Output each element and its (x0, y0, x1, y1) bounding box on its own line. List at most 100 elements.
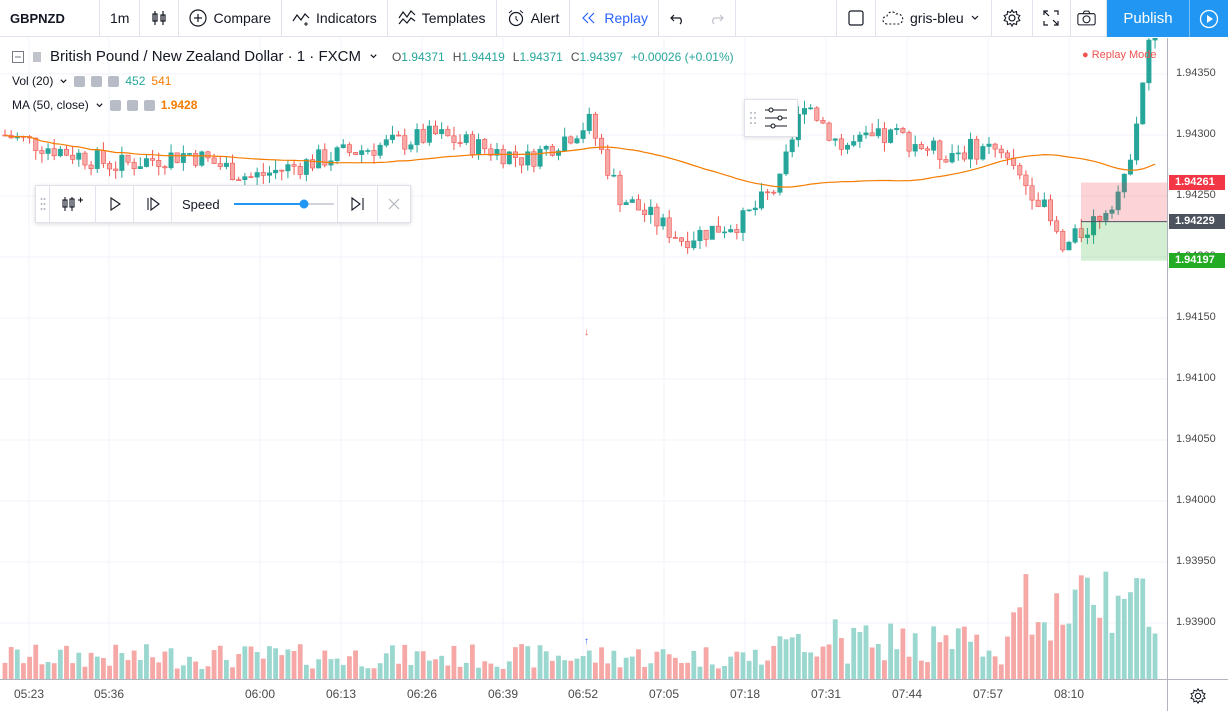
eye-icon[interactable] (74, 75, 86, 87)
candle (408, 141, 414, 153)
step-forward-button[interactable] (134, 185, 172, 223)
candle (691, 231, 697, 251)
volume-bar (174, 668, 180, 679)
chart-settings-corner[interactable] (1167, 679, 1228, 711)
volume-bar (759, 664, 764, 679)
redo-button[interactable] (697, 0, 736, 37)
candle (346, 142, 352, 157)
target-zone[interactable] (1081, 221, 1167, 261)
candle (482, 137, 488, 154)
fullscreen-button[interactable] (1032, 0, 1071, 37)
chevron-down-icon (96, 102, 103, 107)
play-button[interactable] (96, 185, 134, 223)
open-value: 1.94371 (401, 49, 445, 64)
volume-bar (285, 649, 291, 679)
floating-toolbar[interactable] (744, 99, 798, 137)
candle (420, 123, 426, 144)
candle (568, 135, 574, 145)
candle (273, 160, 279, 180)
volume-bar (279, 655, 285, 679)
volume-bar (248, 646, 254, 679)
replay-panel-drag-handle[interactable] (36, 185, 50, 223)
time-tick-label: 08:10 (1053, 687, 1085, 701)
alert-button[interactable]: Alert (497, 0, 571, 37)
candle (605, 144, 611, 180)
snapshot-button[interactable] (1067, 0, 1107, 37)
jump-to-realtime-button[interactable] (338, 185, 378, 223)
candle (248, 172, 254, 179)
replay-button[interactable]: Replay (570, 0, 659, 37)
candle (1109, 205, 1115, 219)
indicators-button[interactable]: Indicators (282, 0, 388, 37)
candle (531, 148, 537, 173)
drag-handle-icon[interactable] (749, 111, 757, 125)
publish-button[interactable]: Publish (1107, 0, 1228, 37)
flag-icon (33, 51, 41, 62)
volume-bar (242, 646, 248, 679)
volume-bar (451, 645, 457, 679)
price-tag-lower: 1.94197 (1169, 253, 1225, 269)
candle (254, 167, 260, 186)
volume-bar (869, 647, 875, 679)
speed-thumb[interactable] (299, 199, 309, 209)
volume-bar (254, 652, 260, 679)
select-bar-button[interactable] (50, 185, 96, 223)
volume-bar (629, 656, 635, 679)
volume-bar (925, 662, 930, 679)
candle (1023, 170, 1029, 195)
candle (808, 104, 814, 110)
indicators-label: Indicators (316, 10, 377, 26)
ma-label[interactable]: MA (50, close) (12, 98, 89, 112)
price-chart[interactable]: ↓↑ (0, 38, 1168, 679)
candle (1041, 192, 1047, 208)
fullscreen-square-button[interactable] (836, 0, 876, 37)
volume-bar (851, 627, 857, 679)
volume-bar (162, 651, 168, 679)
volume-bar (1060, 624, 1066, 679)
close-icon[interactable] (143, 99, 155, 111)
vol-label[interactable]: Vol (20) (12, 74, 54, 88)
price-axis[interactable]: 1.943501.943001.942501.942001.941501.941… (1167, 38, 1228, 679)
collapse-square-icon[interactable] (12, 50, 24, 63)
settings-button[interactable] (992, 0, 1033, 37)
candle (992, 142, 998, 158)
volume-bar (94, 656, 100, 679)
compare-button[interactable]: Compare (179, 0, 283, 37)
time-axis[interactable]: 05:23 05:36 06:00 06:13 06:26 06:39 06:52 07:05… (0, 679, 1168, 711)
symbol-title[interactable]: British Pound / New Zealand Dollar · 1 ·… (50, 48, 361, 65)
undo-button[interactable] (659, 0, 697, 37)
volume-bar (33, 644, 39, 679)
gear-icon[interactable] (91, 75, 103, 87)
gear-icon[interactable] (126, 99, 138, 111)
top-toolbar: GBPNZD 1m Compare Indicators Templates A… (0, 0, 1228, 37)
volume-bar (888, 623, 893, 679)
volume-bar (1048, 640, 1053, 679)
time-tick-label: 07:18 (729, 687, 761, 701)
layout-button[interactable]: gris-bleu (872, 0, 992, 37)
chart-type-button[interactable] (140, 0, 180, 37)
volume-bar (2, 662, 8, 679)
price-tick-label: 1.93950 (1176, 555, 1216, 567)
object-tree-icon[interactable] (762, 106, 790, 130)
stop-zone[interactable] (1081, 182, 1167, 222)
alert-label: Alert (530, 10, 560, 26)
layout-name-label: gris-bleu (910, 10, 964, 26)
candle (383, 134, 389, 148)
volume-bar (777, 636, 783, 679)
templates-button[interactable]: Templates (388, 0, 497, 37)
close-icon[interactable] (108, 75, 120, 87)
candle (39, 146, 45, 163)
volume-bar (39, 664, 45, 679)
volume-bar (322, 650, 328, 679)
volume-bar (470, 644, 475, 679)
candle (642, 203, 648, 223)
speed-slider[interactable] (232, 198, 336, 210)
eye-icon[interactable] (109, 99, 121, 111)
interval-button[interactable]: 1m (100, 0, 141, 37)
close-replay-button[interactable] (378, 185, 410, 223)
candle (174, 152, 180, 164)
symbol-search-button[interactable]: GBPNZD (0, 0, 100, 37)
publish-menu-button[interactable] (1190, 9, 1228, 29)
volume-bar (832, 619, 838, 679)
candle (888, 128, 894, 144)
